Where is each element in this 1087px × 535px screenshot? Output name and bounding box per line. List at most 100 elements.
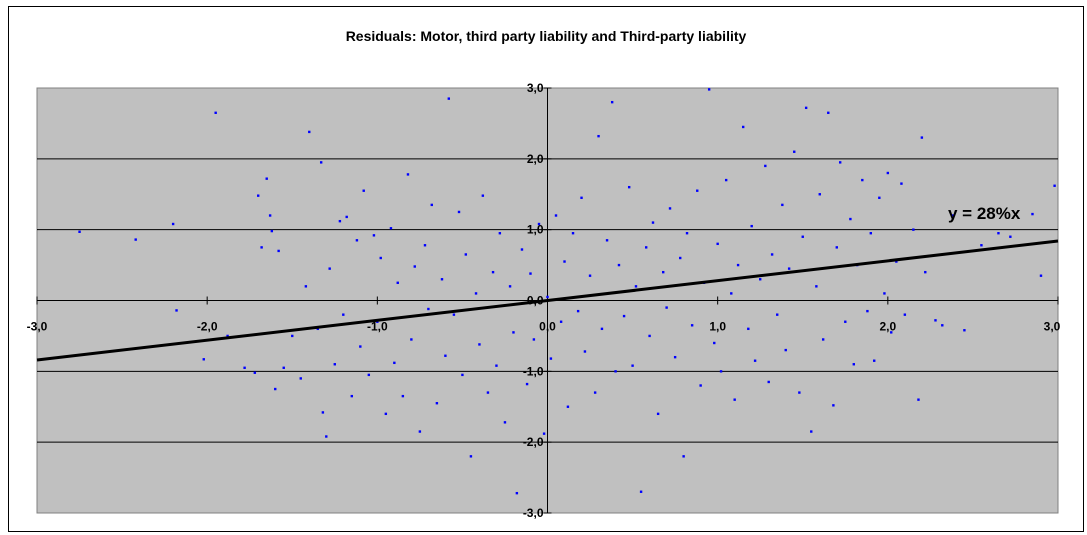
data-point xyxy=(920,136,924,139)
y-tick-label: 1,0 xyxy=(527,223,544,237)
x-tick-label: 2,0 xyxy=(879,320,896,334)
data-point xyxy=(597,134,600,138)
data-point xyxy=(713,341,716,345)
data-point xyxy=(917,398,920,401)
data-point xyxy=(546,295,549,299)
data-point xyxy=(372,234,376,237)
data-point xyxy=(321,411,325,414)
data-point xyxy=(423,244,427,247)
data-point xyxy=(571,232,575,235)
data-point xyxy=(274,387,277,391)
data-point xyxy=(243,366,246,369)
y-tick-label: 0,0 xyxy=(527,294,544,308)
data-point xyxy=(520,248,524,251)
y-tick-label: -3,0 xyxy=(523,506,544,520)
y-tick-label: 2,0 xyxy=(527,152,544,166)
data-point xyxy=(605,239,609,242)
data-point xyxy=(498,232,502,235)
data-point xyxy=(508,285,512,288)
data-point xyxy=(491,270,495,274)
data-point xyxy=(750,224,753,228)
data-point xyxy=(815,285,818,288)
data-point xyxy=(730,292,733,295)
data-point xyxy=(277,249,280,253)
data-point xyxy=(342,313,345,316)
data-point xyxy=(665,306,668,309)
data-point xyxy=(673,355,677,359)
data-point xyxy=(980,244,983,247)
data-point xyxy=(753,359,757,362)
data-point xyxy=(793,150,796,153)
data-point xyxy=(634,285,638,288)
data-point xyxy=(359,345,362,348)
data-point xyxy=(912,228,915,231)
data-point xyxy=(503,421,507,424)
data-point xyxy=(362,189,365,192)
data-point xyxy=(396,281,399,284)
x-tick-label: -3,0 xyxy=(27,320,48,334)
data-point xyxy=(319,161,323,164)
data-point xyxy=(367,373,371,377)
data-point xyxy=(202,358,205,361)
data-point xyxy=(682,455,685,458)
data-point xyxy=(1031,212,1034,216)
data-point xyxy=(656,412,660,416)
data-point xyxy=(576,309,580,313)
data-point xyxy=(924,270,927,274)
data-point xyxy=(461,373,464,377)
data-point xyxy=(559,320,563,323)
data-point xyxy=(690,324,694,327)
data-point xyxy=(886,171,890,175)
data-point xyxy=(719,370,723,373)
data-point xyxy=(631,364,634,367)
data-point xyxy=(171,222,175,226)
data-point xyxy=(835,246,838,249)
data-point xyxy=(770,253,774,256)
data-point xyxy=(610,100,614,104)
data-point xyxy=(401,394,405,398)
x-tick-label: 0,0 xyxy=(539,320,556,334)
data-point xyxy=(801,235,804,238)
data-point xyxy=(379,256,382,260)
data-point xyxy=(614,370,617,373)
data-point xyxy=(406,173,410,176)
data-point xyxy=(427,307,430,311)
data-point xyxy=(328,267,331,270)
y-tick-label: -2,0 xyxy=(523,435,544,449)
data-point xyxy=(668,207,672,210)
data-point xyxy=(532,338,536,341)
data-point xyxy=(549,357,553,360)
data-point xyxy=(873,359,876,362)
data-point xyxy=(781,203,784,207)
data-point xyxy=(685,232,689,235)
data-point xyxy=(580,196,583,199)
trendline-label: y = 28%x xyxy=(948,204,1021,223)
data-point xyxy=(350,394,354,398)
data-point xyxy=(134,238,137,241)
data-point xyxy=(78,230,81,233)
data-point xyxy=(554,214,558,217)
x-tick-label: 3,0 xyxy=(1044,320,1061,334)
data-point xyxy=(747,327,750,331)
data-point xyxy=(481,194,485,197)
data-point xyxy=(849,217,852,221)
data-point xyxy=(784,348,787,352)
data-point xyxy=(447,97,451,100)
data-point xyxy=(464,253,468,256)
data-point xyxy=(844,320,847,323)
chart-title: Residuals: Motor, third party liability … xyxy=(345,28,747,44)
data-point xyxy=(265,177,268,180)
data-point xyxy=(903,313,907,316)
data-point xyxy=(804,106,808,110)
data-point xyxy=(495,364,498,367)
data-point xyxy=(566,405,570,408)
data-point xyxy=(764,164,767,168)
data-point xyxy=(733,398,736,401)
data-point xyxy=(214,111,217,114)
data-point xyxy=(810,430,813,433)
data-point xyxy=(736,263,740,267)
data-point xyxy=(934,319,937,322)
data-point xyxy=(457,210,461,214)
data-point xyxy=(325,435,328,438)
data-point xyxy=(257,194,260,197)
